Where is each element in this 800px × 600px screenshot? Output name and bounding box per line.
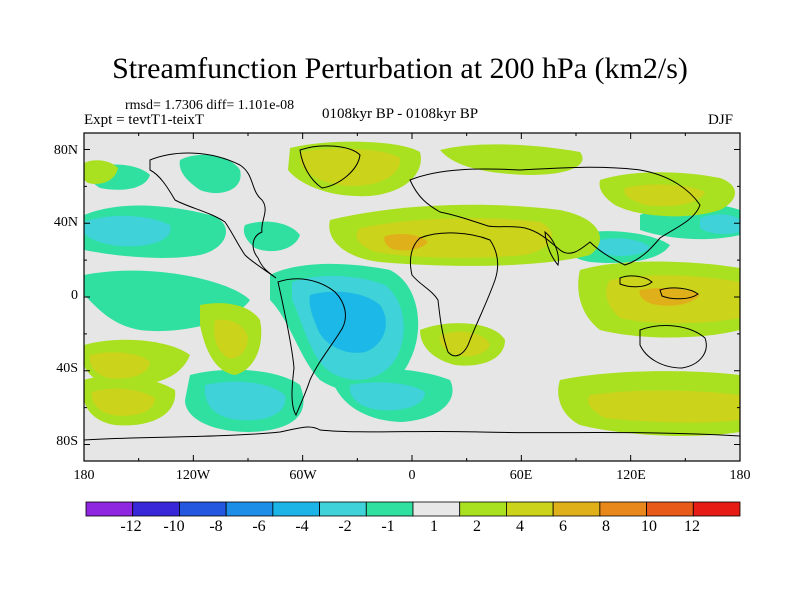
colorbar-swatch (319, 501, 367, 517)
period-label: 0108kyr BP - 0108kyr BP (322, 106, 479, 122)
colorbar-swatch (599, 501, 647, 517)
colorbar-label: -6 (252, 518, 266, 535)
stats-label: rmsd= 1.7306 diff= 1.101e-08 (125, 98, 295, 113)
colorbar-label: -8 (209, 518, 223, 535)
colorbar-label: 2 (473, 518, 481, 535)
lat-label-80s: 80S (56, 434, 78, 449)
colorbar-swatch (412, 501, 461, 517)
colorbar-label: 1 (430, 518, 438, 535)
colorbar-swatch (85, 501, 134, 517)
lat-label-80n: 80N (53, 143, 78, 158)
colorbar-swatch (225, 501, 274, 517)
lat-label-40n: 40N (53, 215, 78, 230)
map-title: Streamfunction Perturbation at 200 hPa (… (112, 52, 688, 85)
colorbar-swatch (365, 501, 414, 517)
colorbar-label: 8 (602, 518, 610, 535)
experiment-label: Expt = tevtT1-teixT (84, 112, 205, 128)
colorbar-label: -12 (120, 518, 142, 535)
colorbar-swatch (646, 501, 694, 517)
colorbar-swatch (552, 501, 601, 517)
lon-label-120e: 120E (616, 468, 646, 483)
negative-core (309, 291, 386, 353)
colorbar-swatch (506, 501, 554, 517)
colorbar-swatch (692, 501, 741, 517)
colorbar-swatch (272, 501, 320, 517)
colorbar-label: 4 (516, 518, 524, 535)
colorbar-label: -4 (295, 518, 309, 535)
positive-core (384, 234, 700, 306)
season-label: DJF (708, 112, 734, 128)
colorbar-label: 12 (684, 518, 700, 535)
colorbar-label: -1 (381, 518, 395, 535)
colorbar-swatch (179, 501, 227, 517)
lat-label-0: 0 (71, 288, 78, 303)
colorbar (85, 501, 741, 517)
lon-label-180e: 180 (729, 468, 751, 483)
colorbar-label: 6 (559, 518, 567, 535)
lat-label-40s: 40S (56, 361, 78, 376)
lon-label-120w: 120W (175, 468, 211, 483)
lon-label-60e: 60E (509, 468, 533, 483)
axis-ticks (83, 133, 741, 461)
lon-label-180w: 180 (73, 468, 95, 483)
lon-label-0: 0 (408, 468, 416, 483)
colorbar-label: -10 (163, 518, 185, 535)
colorbar-swatch (459, 501, 507, 517)
colorbar-swatch (132, 501, 180, 517)
lon-label-60w: 60W (289, 468, 317, 483)
coastlines (84, 145, 740, 441)
colorbar-label: 10 (641, 518, 657, 535)
colorbar-label: -2 (338, 518, 352, 535)
field-layer (84, 133, 740, 461)
